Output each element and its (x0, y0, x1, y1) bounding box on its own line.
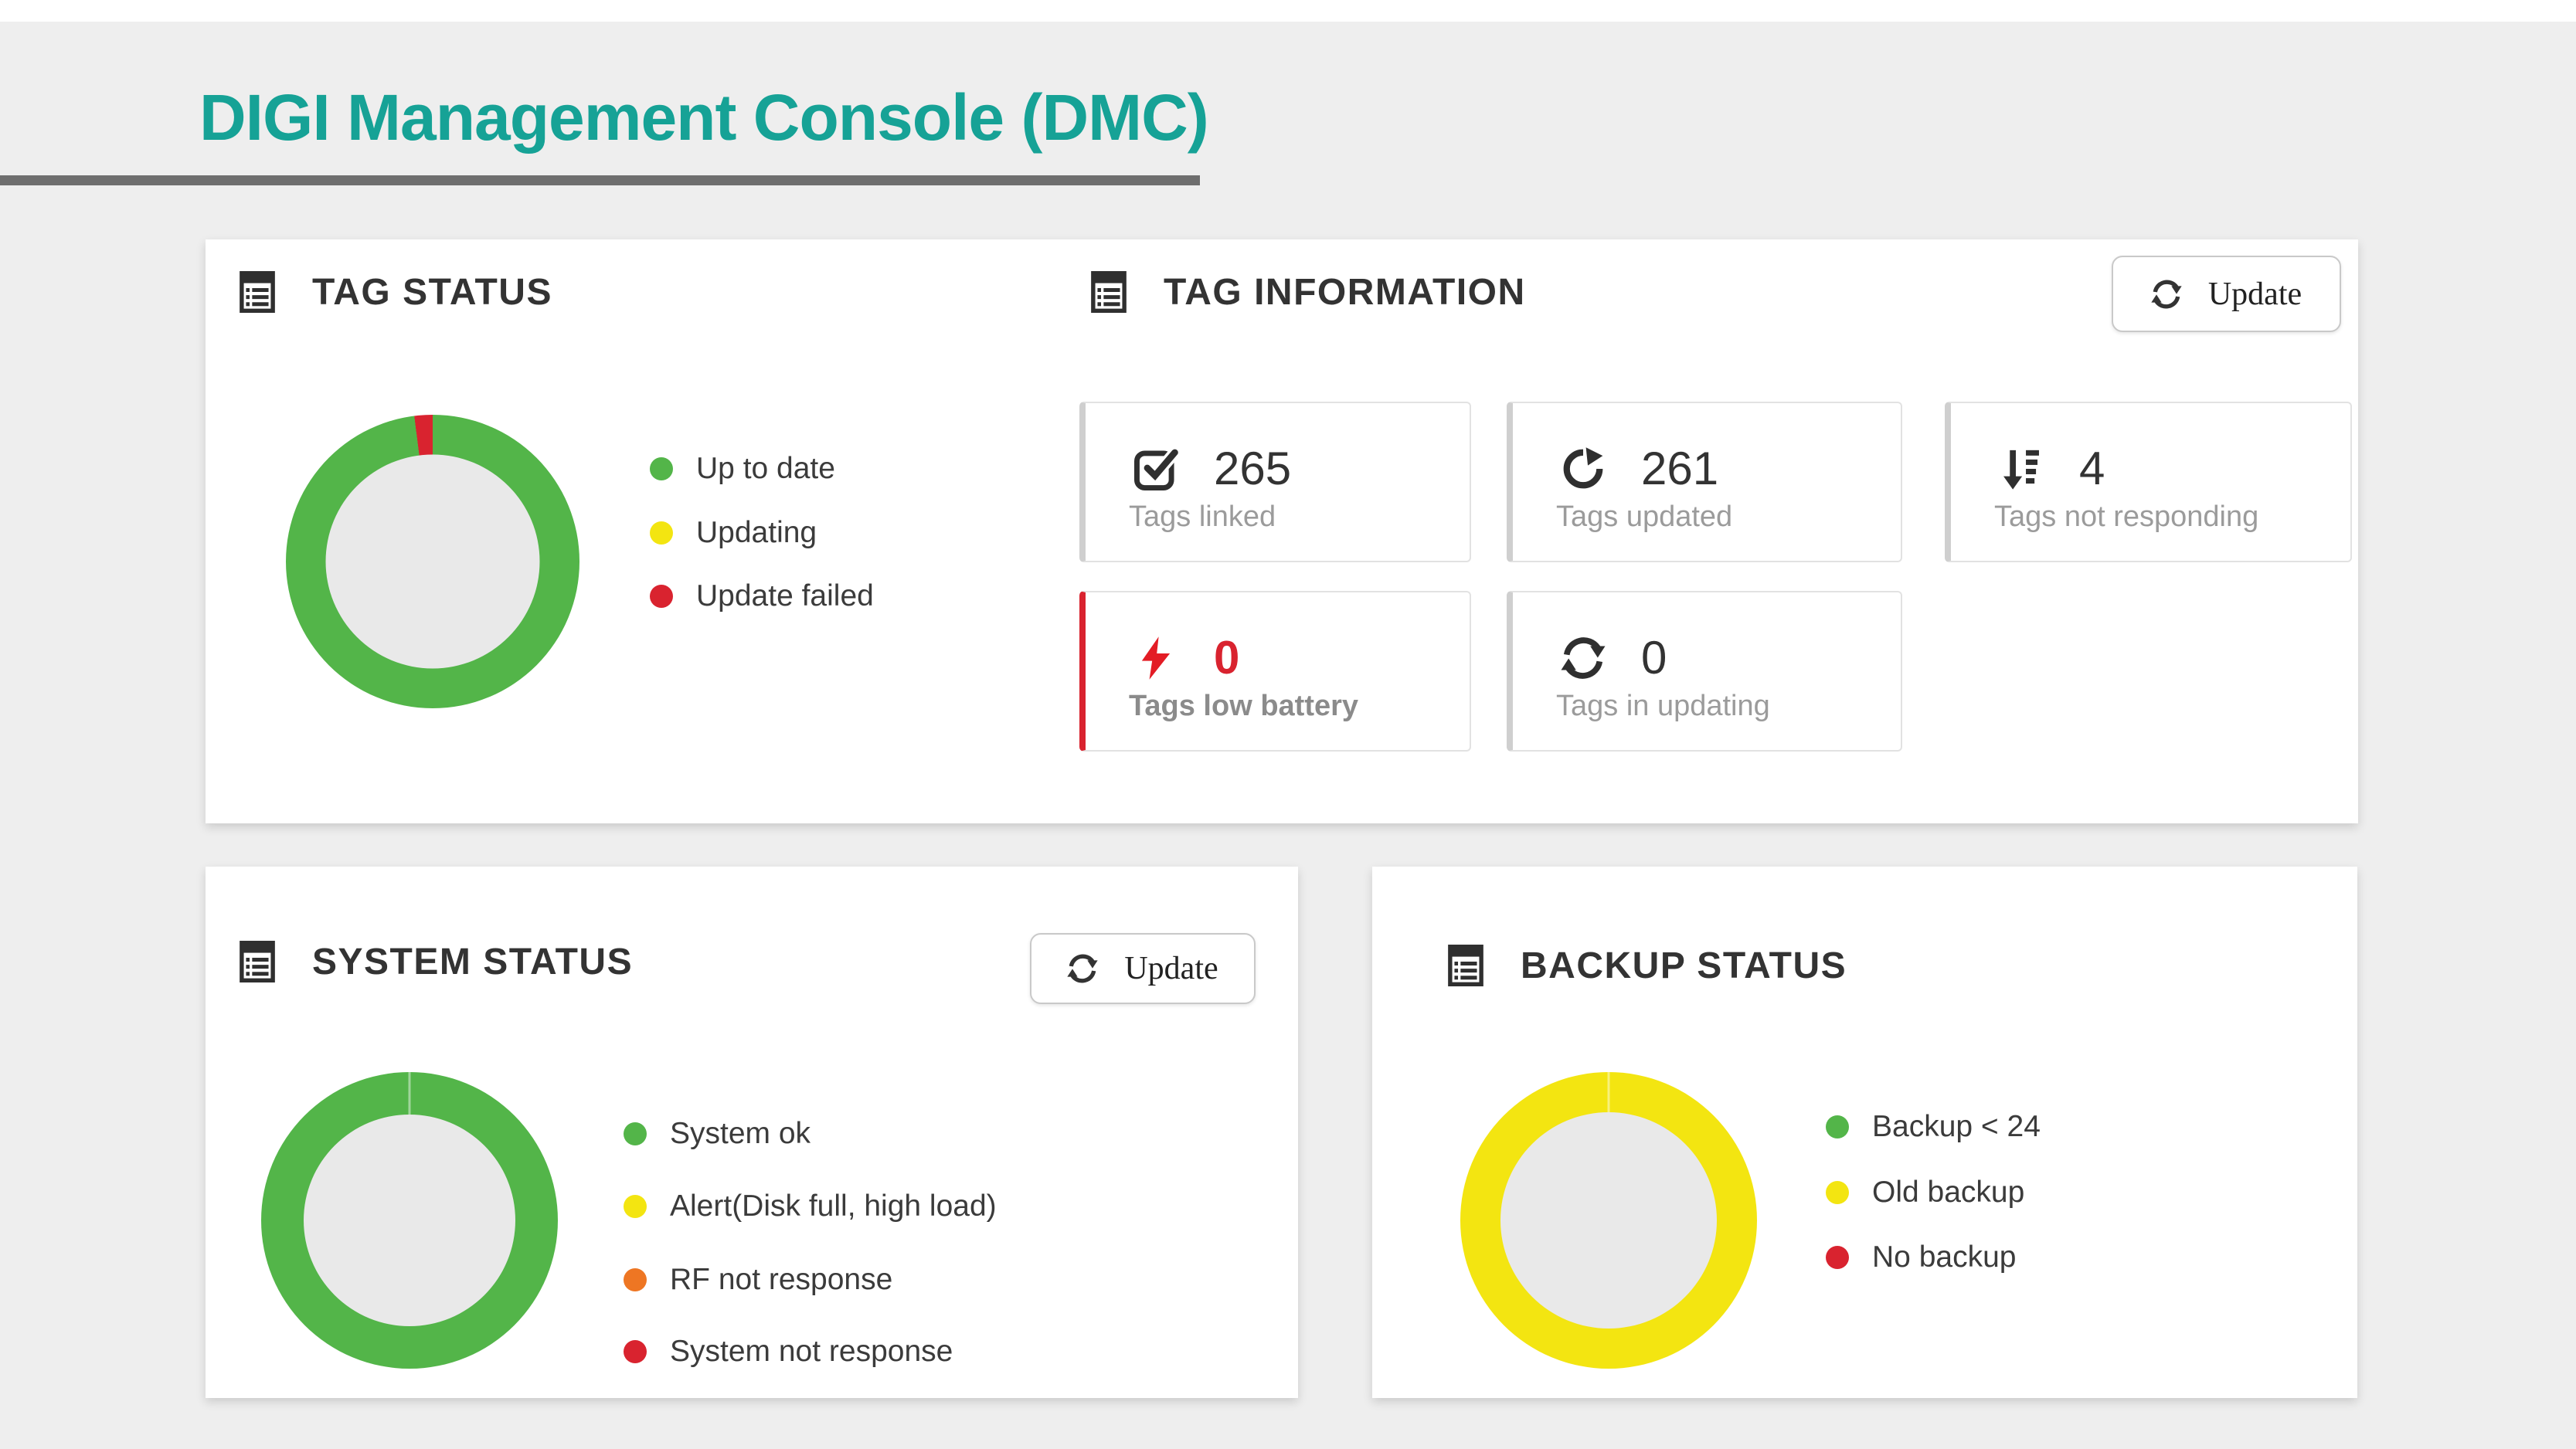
stat-card-tags-low-battery: 0 Tags low battery (1079, 591, 1471, 752)
stat-value: 0 (1214, 632, 1240, 684)
list-icon (240, 271, 275, 313)
backup-status-donut-chart (1460, 1072, 1757, 1369)
legend-dot-red (650, 585, 673, 608)
stat-label: Tags linked (1129, 501, 1276, 533)
backup-status-header: BACKUP STATUS (1448, 942, 1847, 989)
backup-status-title: BACKUP STATUS (1521, 945, 1847, 986)
legend-dot-yellow (624, 1195, 647, 1218)
bolt-icon (1133, 636, 1178, 680)
backup-status-panel: BACKUP STATUS Backup < 24 Old backup No … (1372, 867, 2357, 1398)
sort-amount-icon (1999, 446, 2044, 491)
legend-dot-yellow (650, 521, 673, 545)
donut-hole (1500, 1112, 1717, 1329)
stat-value: 0 (1641, 632, 1667, 684)
system-status-donut-chart (261, 1072, 558, 1369)
donut-seam (408, 1072, 411, 1115)
stat-card-row: 0 (1133, 631, 1239, 684)
legend-label: Old backup (1872, 1176, 2025, 1209)
system-status-title: SYSTEM STATUS (312, 941, 634, 982)
donut-hole (325, 454, 540, 669)
stat-label: Tags updated (1556, 501, 1733, 533)
legend-label: Backup < 24 (1872, 1110, 2041, 1143)
tag-information-header: TAG INFORMATION (1091, 269, 1526, 315)
stat-card-row: 261 (1561, 442, 1718, 495)
system-status-panel: SYSTEM STATUS Update System ok Alert(Dis… (206, 867, 1298, 1398)
tag-status-donut-chart (286, 415, 579, 708)
tag-status-title: TAG STATUS (312, 271, 552, 313)
rotate-right-icon (1561, 446, 1606, 491)
legend-dot-green (650, 457, 673, 480)
legend-item: Old backup (1826, 1176, 2025, 1209)
legend-label: System ok (670, 1117, 811, 1150)
page-title: DIGI Management Console (DMC) (199, 81, 1209, 154)
update-button-label: Update (1124, 951, 1218, 986)
stat-card-tags-in-updating: 0 Tags in updating (1507, 591, 1902, 752)
legend-label: No backup (1872, 1240, 2017, 1274)
legend-label: System not response (670, 1335, 953, 1368)
legend-label: RF not response (670, 1263, 893, 1296)
system-status-update-button[interactable]: Update (1030, 933, 1256, 1004)
legend-item: Up to date (650, 452, 835, 485)
update-button-label: Update (2207, 276, 2302, 312)
legend-item: System not response (624, 1335, 953, 1368)
refresh-icon (1561, 636, 1606, 680)
donut-seam (1607, 1072, 1610, 1115)
legend-item: Alert(Disk full, high load) (624, 1189, 997, 1223)
stat-label: Tags in updating (1556, 690, 1770, 722)
legend-label: Updating (696, 516, 817, 549)
stat-label: Tags not responding (1994, 501, 2259, 533)
legend-item: No backup (1826, 1240, 2017, 1274)
legend-dot-red (1826, 1246, 1849, 1269)
legend-label: Alert(Disk full, high load) (670, 1189, 997, 1223)
legend-item: Update failed (650, 579, 874, 613)
stat-card-tags-updated: 261 Tags updated (1507, 402, 1902, 562)
donut-hole (304, 1115, 515, 1326)
stat-card-row: 0 (1561, 631, 1667, 684)
tag-status-header: TAG STATUS (240, 269, 552, 315)
refresh-icon (2151, 279, 2182, 310)
stat-card-row: 4 (1999, 442, 2105, 495)
tag-panel: TAG STATUS Up to date Updating Update fa… (206, 239, 2358, 823)
legend-item: System ok (624, 1117, 811, 1150)
stat-card-tags-not-responding: 4 Tags not responding (1945, 402, 2352, 562)
check-square-icon (1133, 446, 1178, 491)
stat-card-row: 265 (1133, 442, 1291, 495)
legend-label: Up to date (696, 452, 835, 485)
list-icon (1091, 271, 1127, 313)
list-icon (1448, 945, 1483, 986)
legend-item: Updating (650, 516, 817, 549)
title-underline (0, 175, 1200, 185)
stat-card-tags-linked: 265 Tags linked (1079, 402, 1471, 562)
stat-value: 4 (2079, 443, 2105, 494)
legend-dot-green (624, 1122, 647, 1145)
system-status-header: SYSTEM STATUS (240, 938, 633, 985)
tag-information-update-button[interactable]: Update (2112, 256, 2341, 332)
legend-dot-green (1826, 1115, 1849, 1138)
stat-label: Tags low battery (1129, 690, 1359, 722)
refresh-icon (1067, 953, 1098, 984)
list-icon (240, 941, 275, 982)
stat-value: 265 (1214, 443, 1292, 494)
tag-information-title: TAG INFORMATION (1164, 271, 1526, 313)
legend-dot-orange (624, 1268, 647, 1291)
legend-label: Update failed (696, 579, 874, 613)
legend-item: RF not response (624, 1263, 893, 1296)
legend-dot-yellow (1826, 1181, 1849, 1204)
legend-item: Backup < 24 (1826, 1110, 2041, 1143)
stat-value: 261 (1641, 443, 1719, 494)
top-white-band (0, 0, 2576, 22)
legend-dot-red (624, 1340, 647, 1363)
